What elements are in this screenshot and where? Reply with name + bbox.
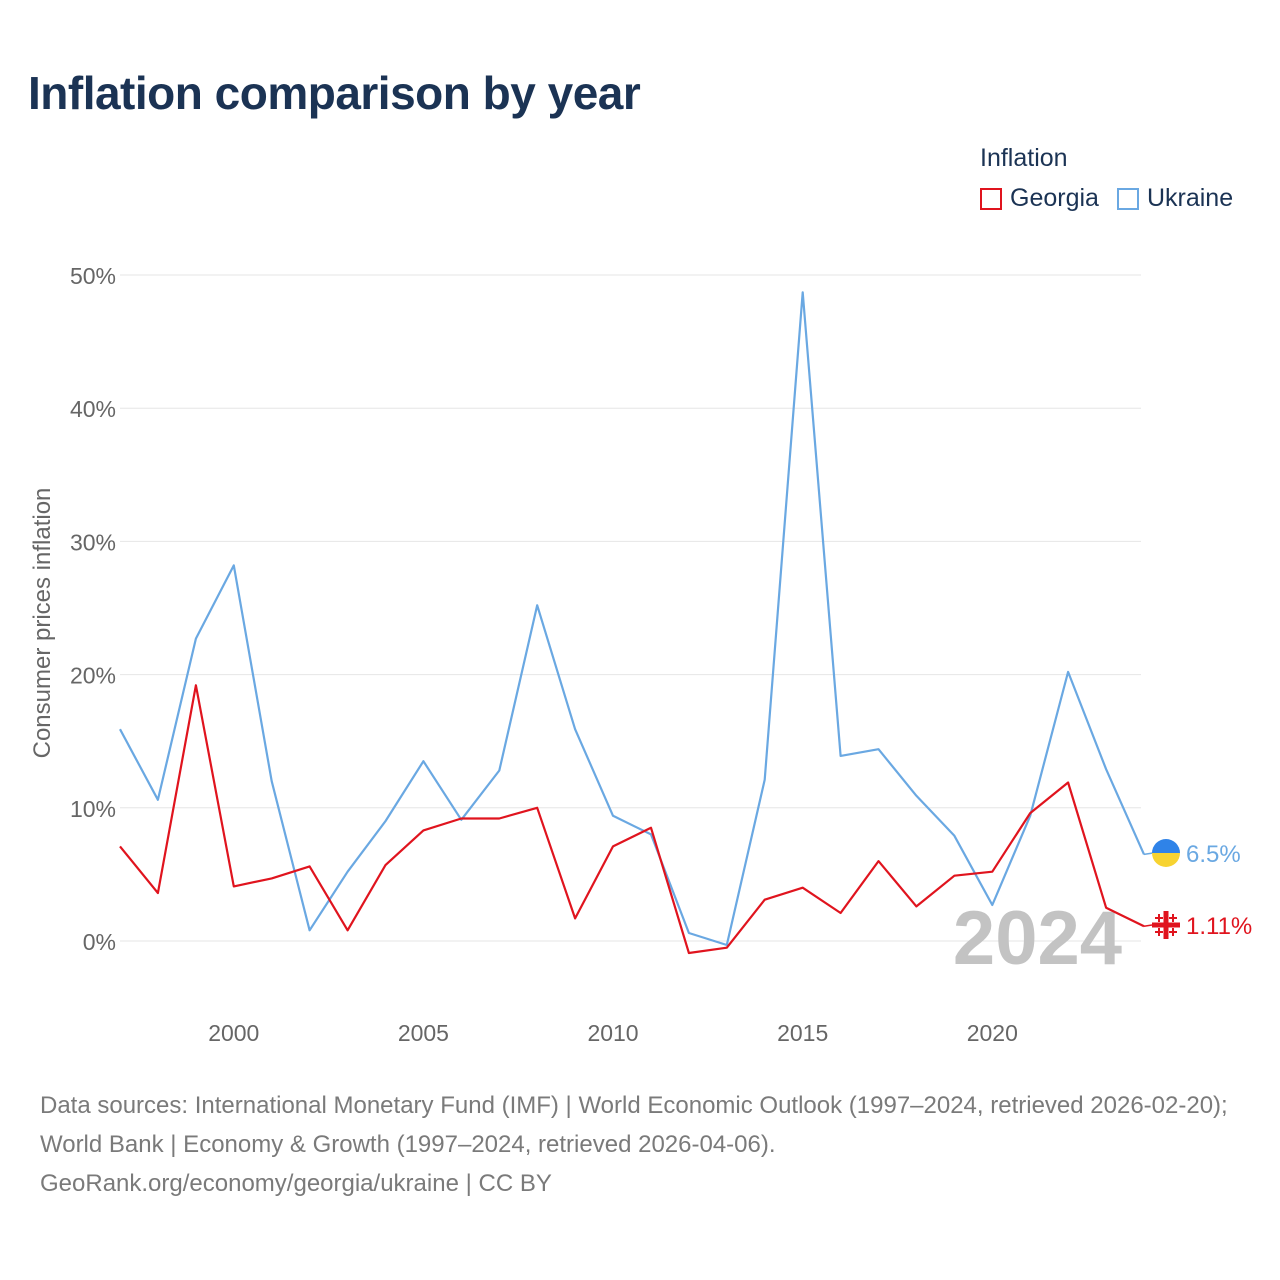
legend-swatch-georgia [980, 187, 1002, 210]
legend-label-ukraine: Ukraine [1146, 184, 1234, 212]
flag-icon-ukraine-top [1152, 839, 1180, 853]
legend-item-ukraine[interactable]: Ukraine [1116, 184, 1234, 213]
legend: Georgia Ukraine [980, 184, 1251, 213]
y-tick-label: 10% [70, 796, 116, 822]
attribution: GeoRank.org/economy/georgia/ukraine | CC… [40, 1170, 552, 1197]
legend-label-georgia: Georgia [1010, 184, 1099, 212]
data-sources: Data sources: International Monetary Fun… [40, 1092, 1228, 1158]
x-tick-label: 2000 [208, 1020, 259, 1046]
legend-title: Inflation [980, 144, 1068, 172]
series-line-ukraine[interactable] [119, 291, 1146, 947]
footer: Data sources: International Monetary Fun… [40, 1086, 1250, 1203]
x-tick-label: 2005 [398, 1020, 449, 1046]
legend-item-georgia[interactable]: Georgia [980, 184, 1099, 213]
y-tick-label: 0% [83, 929, 116, 955]
x-axis-ticks: 2000 2005 2010 2015 2020 [208, 1020, 1018, 1046]
y-tick-label: 30% [70, 529, 116, 555]
series-end-markers: 1.11% 6.5% [1143, 839, 1252, 940]
y-axis-label: Consumer prices inflation [29, 488, 56, 759]
y-axis-ticks: 0% 10% 20% 30% 40% 50% [70, 263, 116, 955]
series-lines [119, 291, 1146, 955]
gridlines [120, 274, 1141, 942]
line-chart: 0% 10% 20% 30% 40% 50% 2000 2005 2010 2015 2020 C… [29, 263, 1252, 1046]
chart-title: Inflation comparison by year [28, 67, 641, 119]
end-marker-ukraine: 6.5% [1143, 839, 1241, 868]
x-tick-label: 2020 [967, 1020, 1018, 1046]
year-watermark: 2024 [953, 896, 1122, 981]
y-tick-label: 40% [70, 396, 116, 422]
series-line-georgia[interactable] [119, 684, 1145, 955]
flag-icon-ukraine-bottom [1152, 853, 1180, 867]
end-marker-georgia: 1.11% [1143, 911, 1252, 940]
end-label-georgia: 1.11% [1186, 913, 1252, 940]
legend-swatch-ukraine [1116, 187, 1139, 210]
x-tick-label: 2015 [777, 1020, 828, 1046]
x-tick-label: 2010 [587, 1020, 638, 1046]
y-tick-label: 50% [70, 263, 116, 289]
y-tick-label: 20% [70, 663, 116, 689]
end-label-ukraine: 6.5% [1186, 841, 1241, 868]
